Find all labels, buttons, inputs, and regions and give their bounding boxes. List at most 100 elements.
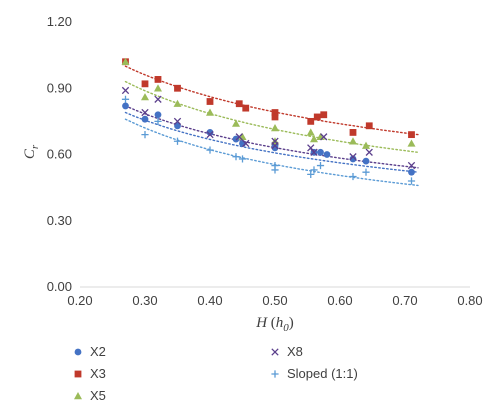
point-sloped-1-1 (154, 117, 162, 125)
point-x8 (365, 148, 373, 156)
point-sloped-1-1 (238, 155, 247, 163)
point-x5 (232, 119, 240, 127)
y-tick-label: 0.30 (47, 213, 72, 228)
legend-label: Sloped (1:1) (287, 366, 358, 381)
trendline-x5 (124, 80, 419, 153)
point-x8 (154, 95, 162, 103)
legend-item-x8: X8 (271, 344, 303, 359)
point-x3 (242, 104, 250, 112)
legend-marker-x8 (271, 348, 279, 356)
point-x3 (307, 117, 315, 125)
point-x2 (141, 115, 149, 123)
legend-item-x5: X5 (74, 388, 106, 403)
point-sloped-1-1 (362, 168, 370, 176)
x-tick-label: 0.30 (132, 293, 157, 308)
point-x2 (408, 168, 415, 176)
point-x5 (154, 84, 162, 92)
point-x3 (174, 84, 181, 92)
point-sloped-1-1 (310, 166, 318, 174)
point-sloped-1-1 (206, 146, 214, 154)
point-sloped-1-1 (271, 161, 279, 170)
legend-label: X2 (90, 344, 106, 359)
point-sloped-1-1 (141, 131, 149, 139)
point-x5 (141, 93, 149, 101)
point-x8 (320, 133, 328, 141)
legend-label: X5 (90, 388, 106, 403)
point-sloped-1-1 (307, 170, 315, 178)
x-tick-label: 0.70 (392, 293, 417, 308)
legend-item-x2: X2 (74, 344, 106, 359)
legend-marker-x3 (74, 370, 82, 378)
x-axis-title: H (h0) (255, 315, 294, 334)
point-x3 (271, 109, 279, 116)
point-x2 (362, 157, 370, 165)
x-tick-labels: 0.20 0.30 0.40 0.50 0.60 0.70 0.80 (67, 293, 482, 308)
point-x5 (271, 124, 279, 132)
point-x5 (310, 135, 318, 143)
point-sloped-1-1 (349, 172, 357, 181)
legend-label: X8 (287, 344, 303, 359)
point-x5 (121, 57, 130, 65)
point-x8 (242, 139, 250, 148)
x-tick-label: 0.80 (457, 293, 482, 308)
x-tick-label: 0.40 (197, 293, 222, 308)
data-points (121, 57, 416, 185)
point-x5 (173, 99, 182, 107)
point-x5 (349, 137, 357, 145)
y-tick-labels: 0.00 0.30 0.60 0.90 1.20 (47, 14, 72, 294)
legend: X2 X3 X5 X8 Sloped (1:1) (74, 344, 358, 403)
point-x3 (235, 100, 243, 108)
legend-marker-x5 (74, 392, 82, 400)
point-x8 (407, 161, 416, 170)
point-sloped-1-1 (407, 177, 416, 185)
y-tick-label: 0.90 (47, 80, 72, 95)
point-x5 (407, 139, 416, 147)
point-x3 (313, 113, 321, 121)
point-x5 (206, 108, 214, 116)
point-x5 (362, 141, 370, 149)
point-sloped-1-1 (232, 153, 240, 161)
point-x8 (310, 148, 318, 156)
point-x3 (320, 111, 328, 119)
point-x3 (154, 76, 162, 83)
legend-item-sloped-1-1: Sloped (1:1) (271, 366, 358, 381)
y-tick-label: 1.20 (47, 14, 72, 29)
point-x2 (349, 155, 357, 163)
point-x2 (122, 102, 129, 110)
point-x8 (349, 153, 357, 161)
point-x3 (141, 80, 149, 88)
point-x8 (307, 144, 315, 152)
legend-marker-x2 (74, 348, 82, 356)
point-x3 (408, 131, 415, 139)
trendline-sloped-1-1 (124, 118, 419, 187)
point-x2 (174, 122, 181, 130)
point-x8 (271, 142, 279, 150)
x-tick-label: 0.50 (262, 293, 287, 308)
point-x8 (206, 130, 214, 139)
trendlines (124, 65, 419, 187)
point-x8 (235, 133, 243, 141)
point-x8 (141, 108, 149, 117)
x-tick-label: 0.20 (67, 293, 92, 308)
point-x3 (365, 122, 373, 130)
y-tick-label: 0.00 (47, 279, 72, 294)
point-x3 (349, 129, 357, 136)
point-x2 (317, 148, 324, 156)
point-x2 (154, 111, 162, 119)
point-x3 (271, 113, 279, 121)
point-x8 (121, 86, 130, 95)
point-x5 (306, 128, 315, 136)
point-x8 (173, 117, 182, 126)
y-tick-label: 0.60 (47, 147, 72, 162)
point-x2 (232, 135, 240, 143)
legend-marker-sloped-1-1 (271, 370, 279, 378)
point-x3 (206, 98, 214, 105)
point-x2 (323, 151, 331, 158)
point-sloped-1-1 (173, 137, 182, 145)
y-axis-title: Cr (22, 144, 41, 159)
point-sloped-1-1 (316, 161, 325, 170)
legend-label: X3 (90, 366, 106, 381)
trendline-x2 (124, 111, 419, 173)
point-sloped-1-1 (121, 95, 130, 103)
